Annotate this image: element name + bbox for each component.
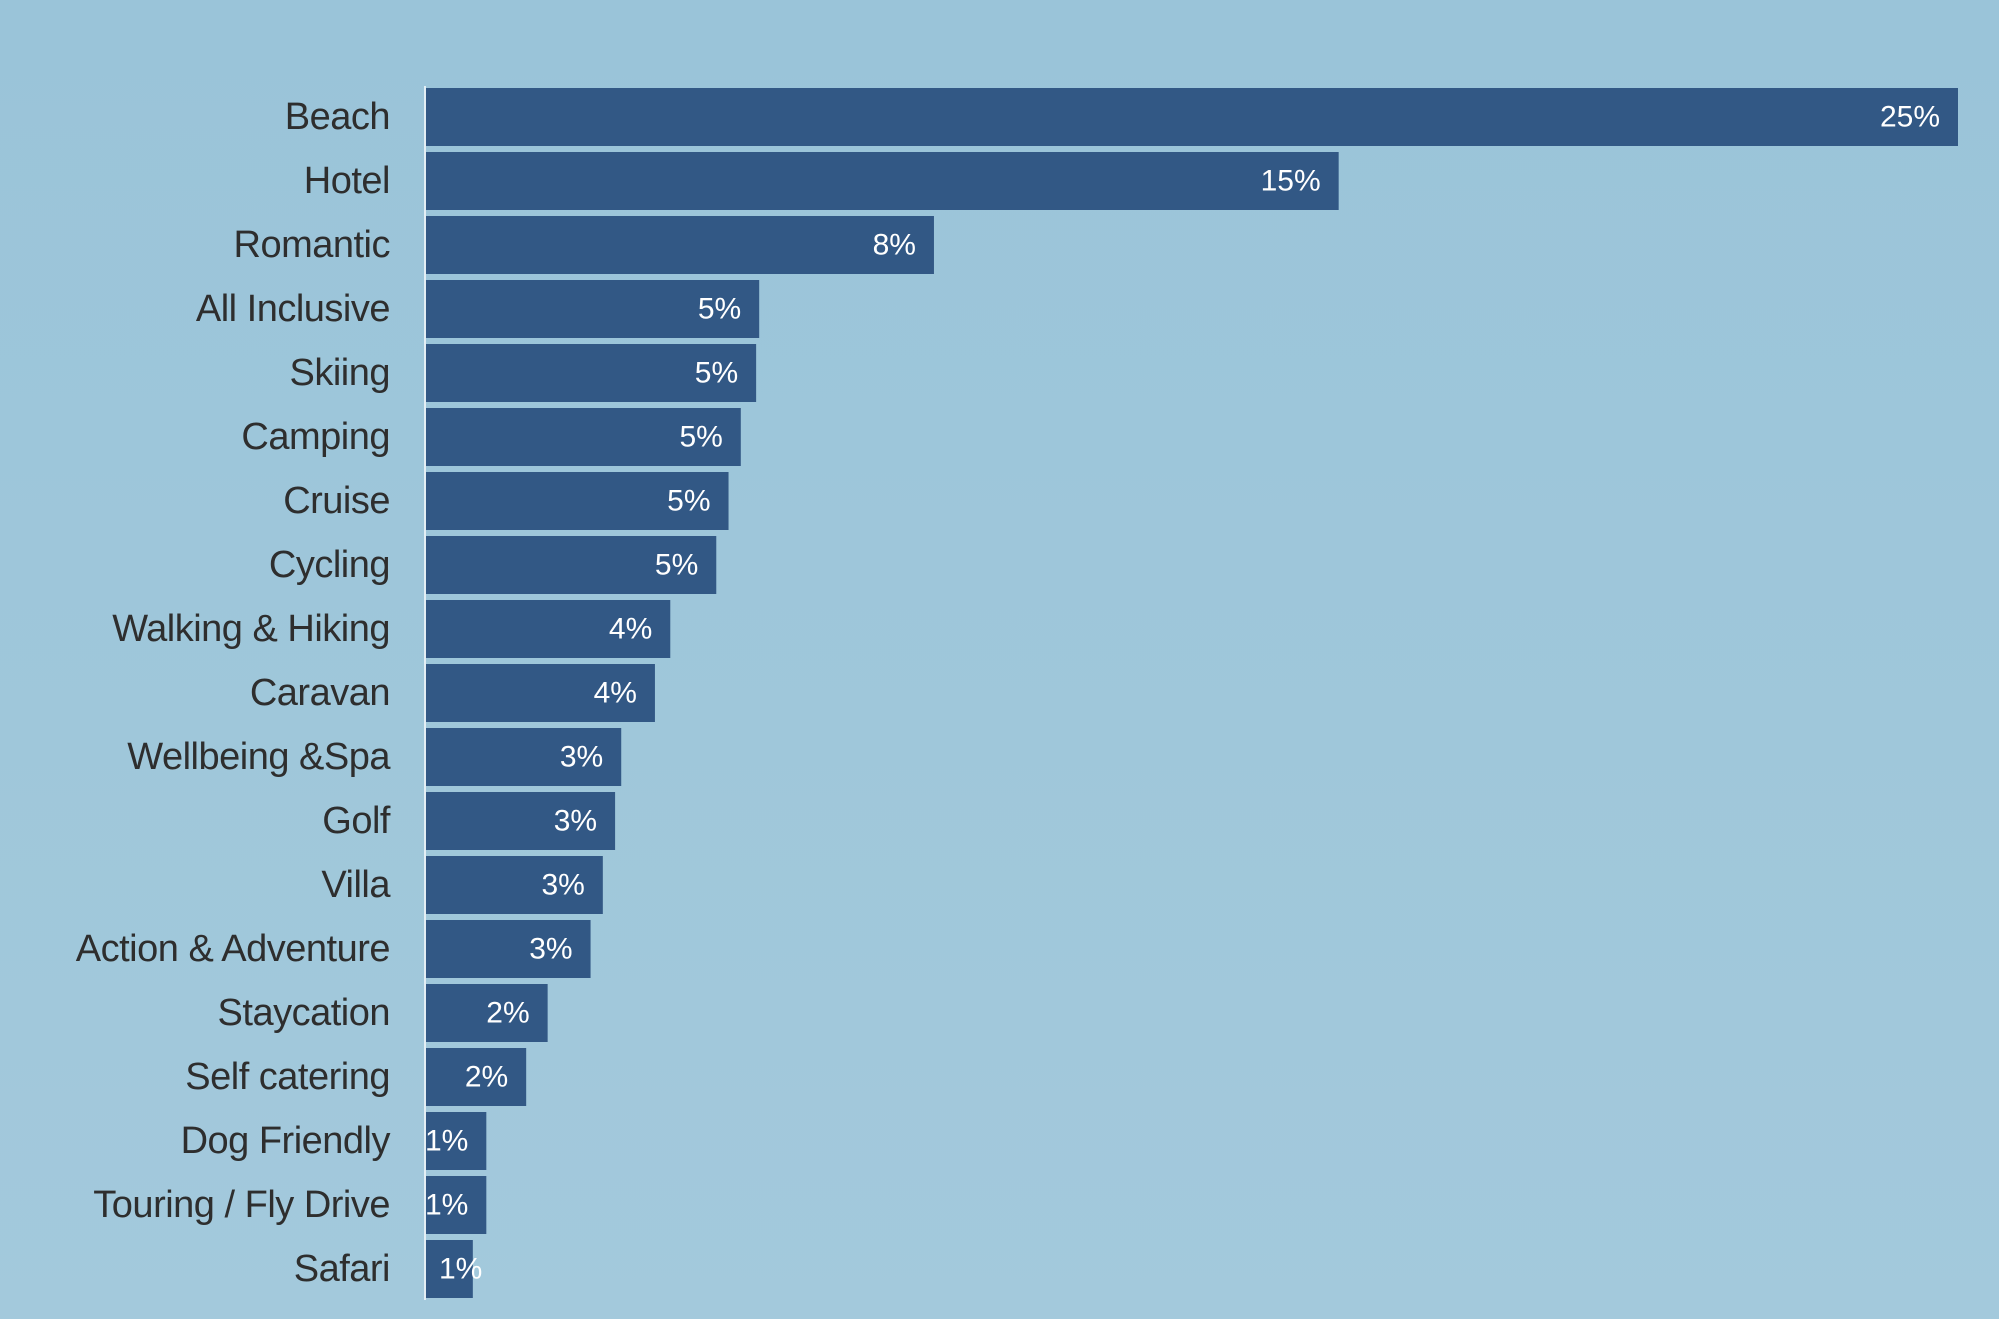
value-label: 3% [554,805,597,838]
category-label: Self catering [185,1056,390,1098]
value-label: 5% [667,485,710,518]
value-label: 15% [1261,165,1321,198]
category-label: Caravan [250,672,390,714]
category-label: Action & Adventure [76,928,390,970]
category-label: Golf [322,800,391,842]
category-label: Villa [321,864,391,906]
bar [425,344,757,402]
category-label: Camping [241,416,390,458]
value-label: 5% [655,549,698,582]
category-label: All Inclusive [196,288,390,330]
category-label: Wellbeing &Spa [127,736,391,778]
bar [425,664,655,722]
bar [425,152,1339,210]
value-label: 4% [609,613,652,646]
value-label: 2% [465,1061,508,1094]
bar [425,1176,487,1234]
bar [425,472,729,530]
value-label: 25% [1880,101,1940,134]
bar [425,920,591,978]
value-label: 3% [529,933,572,966]
category-label: Beach [285,96,390,138]
value-label: 2% [486,997,529,1030]
value-label: 5% [695,357,738,390]
bar [425,1112,487,1170]
bar [425,1048,527,1106]
value-label: 3% [541,869,584,902]
category-label: Cycling [269,544,390,586]
bar [425,408,741,466]
value-label: 8% [873,229,916,262]
bar [425,536,717,594]
value-label: 1% [439,1253,482,1286]
value-label: 4% [594,677,637,710]
bars-layer [425,88,1958,1298]
category-label: Touring / Fly Drive [93,1184,390,1226]
category-label: Safari [294,1248,390,1290]
labels-layer: Beach 25% Hotel 15% Romantic 8% All Inclusive 5… [76,96,1940,1290]
category-label: Walking & Hiking [112,608,390,650]
bar [425,280,760,338]
value-label: 5% [679,421,722,454]
value-label: 3% [560,741,603,774]
bar [425,984,548,1042]
bar [425,856,603,914]
category-label: Skiing [290,352,391,394]
category-label: Dog Friendly [181,1120,391,1162]
category-label: Hotel [304,160,390,202]
bar [425,728,622,786]
bar [425,600,671,658]
bar [425,1240,473,1298]
category-label: Cruise [283,480,390,522]
value-label: 1% [425,1125,468,1158]
bar [425,88,1958,146]
value-label: 5% [698,293,741,326]
bar [425,216,934,274]
bar [425,792,616,850]
value-label: 1% [425,1189,468,1222]
category-label: Romantic [234,224,391,266]
category-label: Staycation [218,992,390,1034]
